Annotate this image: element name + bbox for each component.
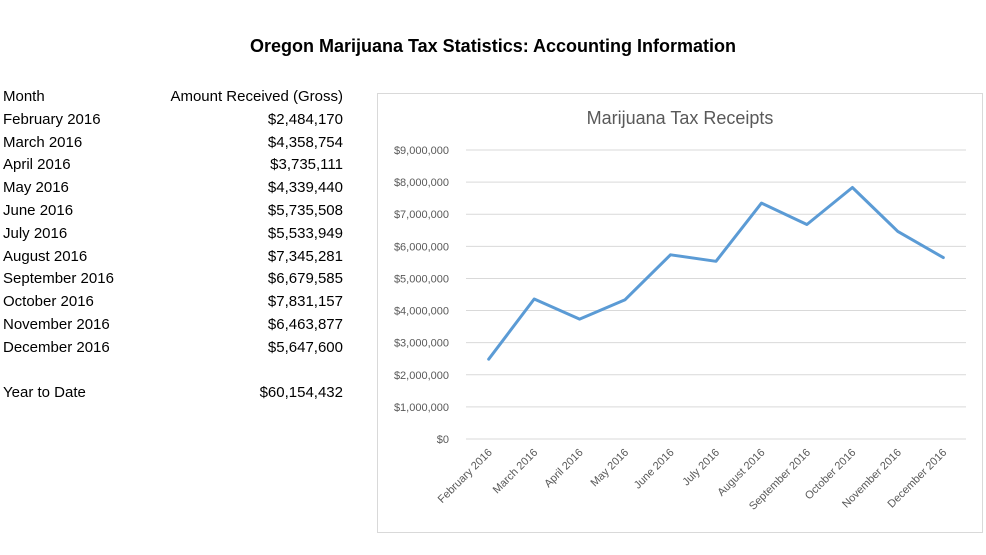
data-point	[578, 317, 581, 321]
ytd-amount: $60,154,432	[259, 383, 343, 401]
row-month: June 2016	[3, 201, 74, 219]
row-month: September 2016	[3, 270, 114, 288]
table-row: August 2016 $7,345,281	[3, 246, 343, 269]
row-amount: $5,735,508	[267, 201, 343, 219]
data-point	[896, 230, 900, 233]
y-tick-label: $2,000,000	[394, 370, 449, 382]
x-tick-label: April 2016	[542, 447, 586, 491]
table-header: Month Amount Received (Gross)	[3, 86, 343, 109]
row-amount: $3,735,111	[270, 156, 343, 174]
series-line	[487, 186, 945, 361]
table-row: July 2016 $5,533,949	[3, 223, 343, 246]
x-tick-label: February 2016	[436, 447, 495, 506]
y-tick-label: $0	[437, 434, 449, 446]
page-title: Oregon Marijuana Tax Statistics: Account…	[249, 36, 737, 56]
x-tick-label: May 2016	[589, 447, 632, 490]
row-amount: $4,358,754	[267, 133, 343, 151]
chart-area: Marijuana Tax Receipts $0 $1,000,000 $2,000…	[377, 93, 983, 533]
y-tick-label: $7,000,000	[394, 209, 449, 221]
year-to-date-row: Year to Date $60,154,432	[3, 382, 343, 405]
line-chart: Marijuana Tax Receipts $0 $1,000,000 $2,000…	[394, 108, 966, 513]
data-point	[805, 223, 809, 226]
row-month: May 2016	[3, 179, 69, 197]
data-point	[942, 256, 945, 259]
y-tick-label: $9,000,000	[394, 145, 449, 157]
row-month: February 2016	[3, 110, 101, 128]
row-month: November 2016	[3, 315, 110, 333]
data-point	[714, 260, 718, 263]
ytd-label: Year to Date	[3, 383, 86, 401]
table-row: December 2016 $5,647,600	[3, 337, 343, 360]
data-point	[760, 201, 763, 205]
data-point	[669, 253, 672, 257]
row-amount: $5,647,600	[267, 338, 343, 356]
table-row: March 2016 $4,358,754	[3, 132, 343, 155]
y-tick-label: $5,000,000	[394, 273, 449, 285]
row-amount: $6,463,877	[267, 315, 343, 333]
data-point	[623, 298, 627, 301]
row-amount: $7,831,157	[267, 293, 343, 311]
table-body: February 2016 $2,484,170 March 2016 $4,358,…	[3, 109, 343, 360]
y-tick-label: $8,000,000	[394, 177, 449, 189]
table-row: November 2016 $6,463,877	[3, 314, 343, 337]
table-row: June 2016 $5,735,508	[3, 200, 343, 223]
row-amount: $7,345,281	[267, 247, 343, 265]
table-row: May 2016 $4,339,440	[3, 177, 343, 200]
row-month: March 2016	[3, 133, 83, 151]
table-row: September 2016 $6,679,585	[3, 268, 343, 291]
y-tick-label: $6,000,000	[394, 241, 449, 253]
y-tick-label: $4,000,000	[394, 306, 449, 318]
month-column-header: Month	[3, 88, 45, 105]
receipts-table: Month Amount Received (Gross) February 2…	[3, 86, 343, 404]
row-month: April 2016	[3, 156, 71, 174]
y-tick-label: $3,000,000	[394, 338, 449, 350]
row-amount: $4,339,440	[267, 179, 343, 197]
row-month: August 2016	[3, 247, 88, 265]
data-point	[532, 297, 536, 301]
amount-column-header: Amount Received (Gross)	[170, 88, 343, 105]
x-tick-label: June 2016	[632, 447, 677, 492]
table-row: February 2016 $2,484,170	[3, 109, 343, 132]
y-tick-label: $1,000,000	[394, 402, 449, 414]
x-tick-label: July 2016	[680, 447, 722, 489]
data-point	[851, 186, 854, 189]
table-row: October 2016 $7,831,157	[3, 291, 343, 314]
row-month: July 2016	[3, 224, 68, 242]
data-point	[487, 358, 490, 361]
row-month: October 2016	[3, 293, 94, 311]
row-amount: $2,484,170	[267, 110, 343, 128]
row-amount: $5,533,949	[267, 224, 343, 242]
table-row: April 2016 $3,735,111	[3, 154, 343, 177]
row-amount: $6,679,585	[267, 270, 343, 288]
row-month: December 2016	[3, 338, 110, 356]
x-tick-label: March 2016	[491, 447, 541, 497]
chart-title: Marijuana Tax Receipts	[587, 108, 774, 128]
